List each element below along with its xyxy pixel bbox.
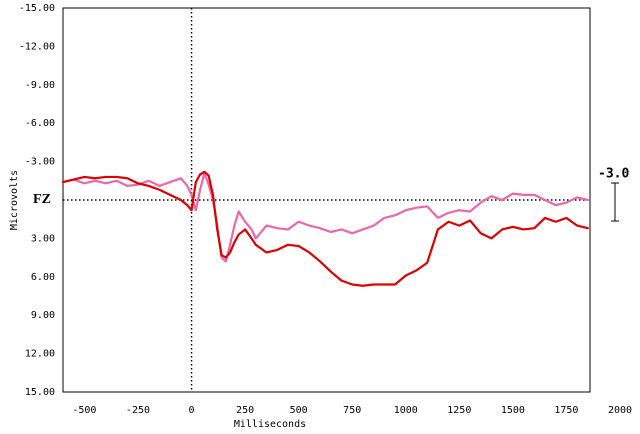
x-tick-label: 500	[290, 405, 308, 416]
y-tick-label: -12.00	[19, 41, 55, 52]
y-tick-label: 3.00	[31, 233, 55, 244]
y-tick-label: -15.00	[19, 3, 55, 14]
x-tick-label: 1000	[394, 405, 418, 416]
y-tick-label: -9.00	[25, 80, 55, 91]
x-tick-label: 1250	[447, 405, 471, 416]
y-tick-label: 9.00	[31, 310, 55, 321]
y-tick-label: 6.00	[31, 272, 55, 283]
y-tick-label: 12.00	[25, 349, 55, 360]
x-tick-label: 1750	[554, 405, 578, 416]
x-tick-label: 750	[343, 405, 361, 416]
scale-bar	[611, 182, 619, 222]
x-tick-label: 1500	[501, 405, 525, 416]
series-line	[61, 172, 589, 263]
x-tick-label: 250	[236, 405, 254, 416]
x-tick-label: -500	[72, 405, 96, 416]
x-tick-label: 2000	[608, 405, 632, 416]
y-tick-label: -6.00	[25, 118, 55, 129]
y-axis-label: Microvolts	[9, 170, 20, 230]
scale-label: -3.0	[598, 167, 629, 182]
x-tick-label: 0	[189, 405, 195, 416]
channel-label: FZ	[33, 192, 51, 207]
y-tick-label: 15.00	[25, 387, 55, 398]
x-tick-label: -250	[126, 405, 150, 416]
x-axis-label: Milliseconds	[234, 419, 306, 430]
y-tick-label: -3.00	[25, 157, 55, 168]
series-line	[61, 170, 589, 287]
plot-frame	[62, 7, 591, 393]
